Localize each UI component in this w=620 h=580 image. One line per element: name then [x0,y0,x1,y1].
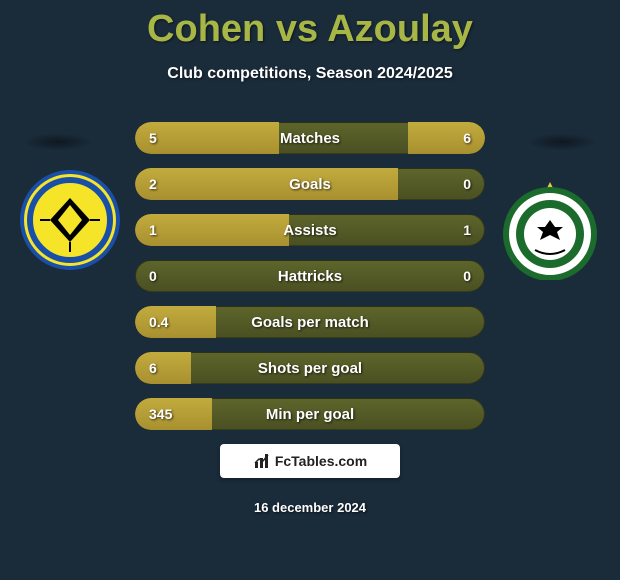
stat-row: 20Goals [135,168,485,200]
badge-shadow-right [512,130,612,154]
brand-logo: FcTables.com [220,444,400,478]
stat-label: Goals [135,168,485,200]
stat-row: 11Assists [135,214,485,246]
date-text: 16 december 2024 [0,500,620,515]
stat-label: Shots per goal [135,352,485,384]
stats-bars: 56Matches 20Goals 11Assists 00Hattricks 0.4G… [135,122,485,444]
page-title: Cohen vs Azoulay [0,0,620,51]
stat-row: 345Min per goal [135,398,485,430]
brand-text: FcTables.com [275,453,367,469]
stat-label: Hattricks [135,260,485,292]
stat-label: Min per goal [135,398,485,430]
team-badge-right [500,180,600,280]
subtitle: Club competitions, Season 2024/2025 [0,65,620,83]
stat-label: Assists [135,214,485,246]
stat-row: 56Matches [135,122,485,154]
stat-row: 6Shots per goal [135,352,485,384]
badge-shadow-left [8,130,108,154]
team-badge-left [20,170,120,270]
stat-row: 00Hattricks [135,260,485,292]
stat-row: 0.4Goals per match [135,306,485,338]
stat-label: Matches [135,122,485,154]
stat-label: Goals per match [135,306,485,338]
chart-icon [253,452,271,470]
